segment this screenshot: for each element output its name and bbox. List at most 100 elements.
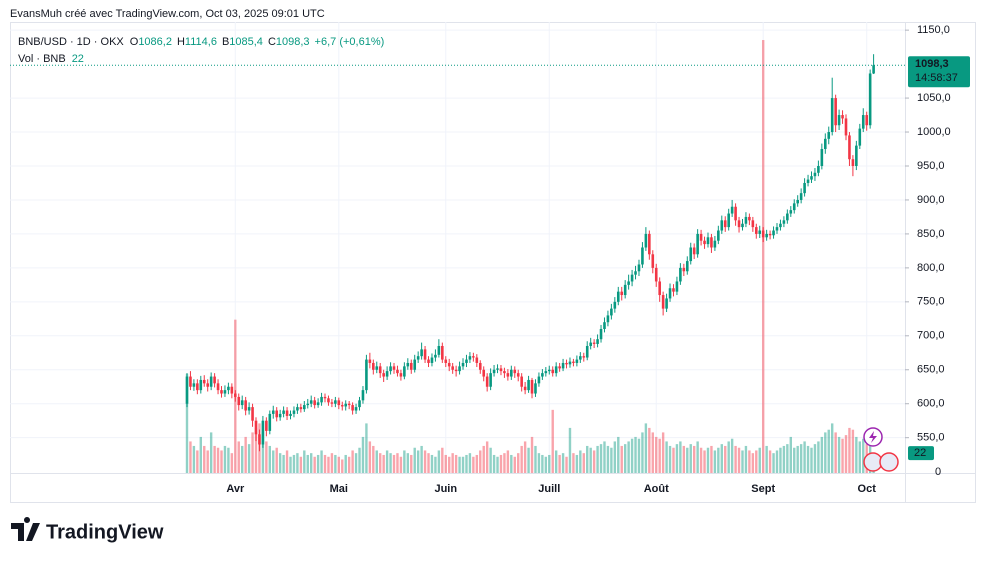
candle-body	[648, 233, 651, 255]
candle-body	[844, 118, 848, 136]
y-tick-label: 1150,0	[917, 24, 950, 36]
volume-bar	[658, 438, 661, 473]
y-tick-label: 800,0	[917, 262, 945, 274]
volume-bar	[282, 454, 285, 473]
volume-bar	[806, 445, 810, 473]
volume-bar	[703, 450, 706, 473]
candle-body	[478, 362, 482, 370]
volume-bar	[741, 450, 744, 473]
volume-bar	[427, 453, 430, 473]
candle-body	[485, 376, 489, 387]
volume-bar	[385, 450, 389, 473]
volume-bar	[368, 441, 372, 473]
volume-bar	[303, 450, 306, 473]
candle-body	[409, 362, 413, 370]
candle-body	[447, 362, 451, 367]
candle-body	[720, 220, 724, 231]
volume-bar	[520, 445, 523, 473]
volume-bar	[299, 456, 303, 473]
volume-bar	[799, 444, 803, 473]
candle-body	[692, 247, 696, 255]
volume-bar	[851, 429, 855, 473]
volume-bar	[223, 445, 227, 473]
candle-body	[399, 373, 403, 377]
volume-bar	[661, 432, 665, 473]
volume-bar	[820, 436, 824, 473]
candle-body	[427, 359, 430, 363]
candle-body	[303, 405, 306, 410]
volume-bar	[206, 450, 209, 473]
volume-bar	[499, 454, 503, 473]
volume-bar	[561, 453, 565, 473]
candle-body	[827, 132, 831, 139]
candle-body	[220, 390, 223, 394]
candle-body	[430, 357, 434, 363]
volume-bar	[648, 427, 651, 473]
candle-body	[261, 420, 265, 445]
volume-bar	[548, 454, 551, 473]
candle-body	[323, 396, 327, 399]
candle-body	[216, 383, 220, 391]
volume-bar	[710, 445, 713, 473]
candle-body	[568, 361, 572, 365]
volume-bar	[496, 456, 499, 473]
volume-bar	[841, 438, 844, 473]
volume-tag	[908, 446, 934, 461]
h-value: 1114,6	[185, 36, 217, 48]
volume-bar	[475, 454, 479, 473]
candle-body	[472, 356, 475, 358]
candle-body	[271, 410, 275, 414]
candle-body	[420, 349, 423, 357]
candle-body	[530, 379, 534, 394]
volume-bar	[492, 454, 496, 473]
volume-bar	[423, 450, 427, 473]
y-tick-label: 1050,0	[917, 92, 951, 104]
change: +6,7 (+0,61%)	[315, 36, 385, 48]
volume-bar	[434, 456, 437, 473]
candle-body	[385, 371, 389, 377]
candle-body	[858, 128, 862, 146]
legend-line: BNB/USD · 1D · OKX O1086,2 H1114,6 B1085,4 C…	[18, 36, 384, 48]
candle-body	[499, 368, 503, 372]
candle-body	[196, 383, 199, 391]
volume-bar	[610, 447, 613, 473]
volume-bar	[696, 441, 699, 473]
candle-body	[361, 390, 365, 401]
event-icon	[869, 431, 877, 443]
volume-bar	[444, 454, 447, 473]
volume-bar	[430, 454, 434, 473]
volume-bar	[541, 454, 544, 473]
x-tick-label: Juin	[434, 483, 457, 495]
volume-bar	[448, 456, 451, 473]
candle-body	[396, 369, 399, 374]
o-value: 1086,2	[138, 36, 172, 48]
candle-body	[544, 371, 548, 374]
candle-body	[496, 368, 499, 370]
volume-bar	[316, 454, 320, 473]
volume-bar	[196, 450, 199, 473]
candle-body	[554, 366, 558, 374]
countdown: 14:58:37	[915, 72, 958, 84]
volume-bar	[858, 441, 861, 473]
logo-icon	[11, 517, 40, 541]
candle-body	[520, 376, 523, 387]
candle-body	[661, 295, 665, 309]
volume-bar	[517, 453, 520, 473]
volume-bar	[634, 436, 637, 473]
volume-bar	[565, 456, 568, 473]
volume-bar	[768, 450, 772, 473]
candle-body	[868, 73, 872, 126]
candle-body	[465, 359, 468, 363]
candle-body	[644, 233, 648, 248]
candle-body	[786, 213, 789, 221]
candle-body	[792, 203, 796, 211]
volume-bar	[503, 453, 506, 473]
volume-bar	[251, 432, 254, 473]
candle-body	[668, 288, 672, 299]
candle-body	[861, 115, 865, 129]
candle-body	[834, 98, 837, 126]
candle-body	[665, 298, 668, 309]
candle-body	[347, 403, 351, 406]
candle-body	[713, 240, 717, 248]
